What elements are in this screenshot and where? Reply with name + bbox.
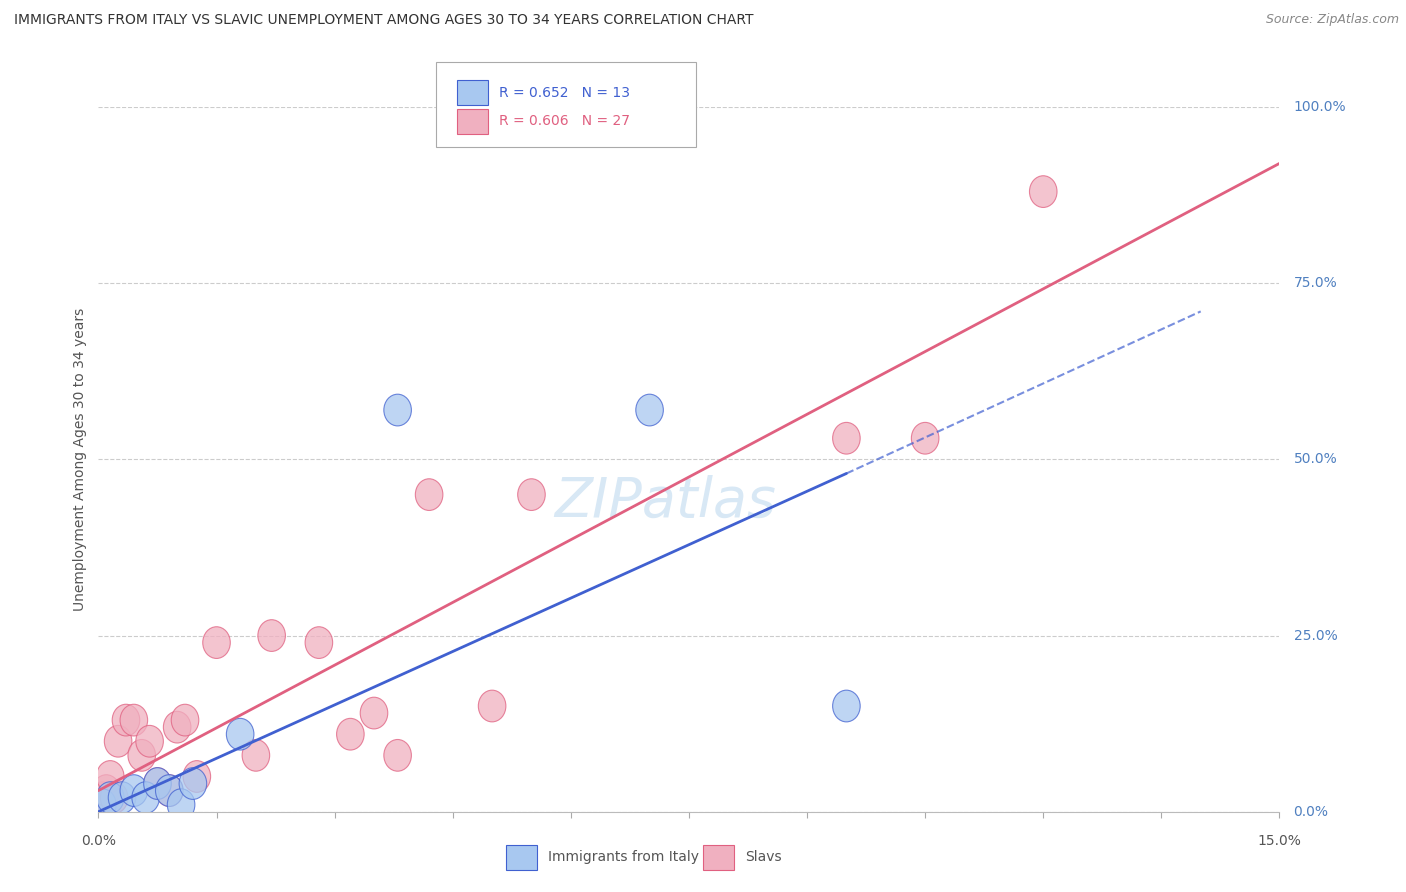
Text: IMMIGRANTS FROM ITALY VS SLAVIC UNEMPLOYMENT AMONG AGES 30 TO 34 YEARS CORRELATI: IMMIGRANTS FROM ITALY VS SLAVIC UNEMPLOY… (14, 13, 754, 28)
Text: 100.0%: 100.0% (1294, 100, 1346, 114)
Ellipse shape (305, 627, 333, 658)
Ellipse shape (384, 394, 412, 425)
Y-axis label: Unemployment Among Ages 30 to 34 years: Unemployment Among Ages 30 to 34 years (73, 308, 87, 611)
Ellipse shape (143, 768, 172, 799)
Text: 15.0%: 15.0% (1257, 834, 1302, 848)
Text: 25.0%: 25.0% (1294, 629, 1337, 642)
Text: Immigrants from Italy: Immigrants from Italy (548, 850, 699, 864)
Ellipse shape (202, 627, 231, 658)
Text: 50.0%: 50.0% (1294, 452, 1337, 467)
Ellipse shape (97, 761, 124, 792)
Ellipse shape (257, 620, 285, 651)
Ellipse shape (384, 739, 412, 772)
Ellipse shape (832, 690, 860, 722)
Ellipse shape (104, 725, 132, 757)
Ellipse shape (156, 775, 183, 806)
Ellipse shape (832, 423, 860, 454)
Text: ZIPatlas: ZIPatlas (554, 475, 776, 528)
Text: R = 0.606   N = 27: R = 0.606 N = 27 (499, 114, 630, 128)
Text: 0.0%: 0.0% (82, 834, 115, 848)
Ellipse shape (132, 781, 159, 814)
Ellipse shape (89, 789, 117, 821)
Text: 0.0%: 0.0% (1294, 805, 1329, 819)
Ellipse shape (120, 775, 148, 806)
Ellipse shape (242, 739, 270, 772)
Ellipse shape (100, 781, 128, 814)
Ellipse shape (143, 768, 172, 799)
Ellipse shape (128, 739, 156, 772)
Text: R = 0.652   N = 13: R = 0.652 N = 13 (499, 86, 630, 100)
Ellipse shape (97, 781, 124, 814)
Text: 75.0%: 75.0% (1294, 277, 1337, 290)
Text: Source: ZipAtlas.com: Source: ZipAtlas.com (1265, 13, 1399, 27)
Ellipse shape (478, 690, 506, 722)
Ellipse shape (1029, 176, 1057, 208)
Ellipse shape (108, 781, 136, 814)
Ellipse shape (93, 775, 120, 806)
Ellipse shape (136, 725, 163, 757)
Ellipse shape (167, 789, 195, 821)
Ellipse shape (89, 781, 117, 814)
Ellipse shape (183, 761, 211, 792)
Ellipse shape (172, 705, 198, 736)
Ellipse shape (336, 718, 364, 750)
Ellipse shape (415, 479, 443, 510)
Ellipse shape (163, 711, 191, 743)
Text: Slavs: Slavs (745, 850, 782, 864)
Ellipse shape (360, 698, 388, 729)
Ellipse shape (120, 705, 148, 736)
Ellipse shape (636, 394, 664, 425)
Ellipse shape (911, 423, 939, 454)
Ellipse shape (112, 705, 139, 736)
Ellipse shape (156, 775, 183, 806)
Ellipse shape (179, 768, 207, 799)
Ellipse shape (517, 479, 546, 510)
Ellipse shape (226, 718, 254, 750)
